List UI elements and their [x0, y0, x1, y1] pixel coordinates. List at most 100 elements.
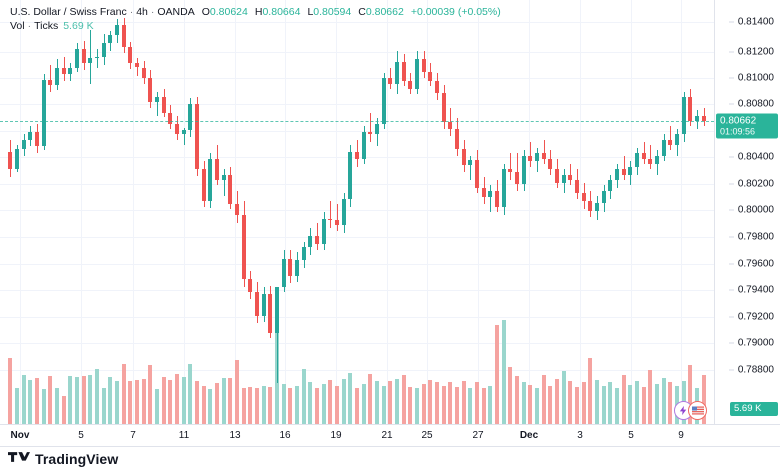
volume-bar: [442, 385, 446, 424]
candle-wick: [50, 64, 51, 92]
time-axis-tick: 25: [421, 430, 433, 441]
candle-body: [648, 158, 652, 164]
quote-low-value: 0.80594: [313, 6, 352, 18]
time-axis-tick: 13: [229, 430, 241, 441]
grid-line-horizontal: [0, 343, 714, 344]
candle-body: [215, 158, 219, 180]
volume-bar: [335, 385, 339, 424]
candle-body: [442, 92, 446, 123]
tradingview-mark-icon: [8, 452, 30, 462]
candle-body: [102, 43, 106, 57]
candle-body: [408, 80, 412, 89]
time-axis-tick: Nov: [10, 430, 30, 441]
volume-bar: [15, 388, 19, 424]
candle-body: [488, 190, 492, 198]
price-tick-mark: [728, 263, 734, 265]
quote-close: C0.80662: [358, 6, 404, 19]
volume-bar: [602, 385, 606, 424]
chart-plot-area[interactable]: [0, 0, 714, 424]
grid-line-vertical: [580, 0, 581, 424]
candle-body: [542, 153, 546, 159]
symbol-exchange[interactable]: OANDA: [157, 6, 195, 18]
grid-lines: [0, 0, 714, 424]
candle-body: [642, 153, 646, 159]
time-axis-tick: 9: [678, 430, 684, 441]
candle-body: [88, 58, 92, 64]
time-axis[interactable]: Nov 5 7 11 13 16 19 21 25 27 Dec 3 5 9: [0, 424, 780, 446]
volume-bar: [282, 384, 286, 424]
candle-body: [108, 35, 112, 44]
volume-bar: [22, 375, 26, 424]
price-axis[interactable]: 0.80662 01:09:56 5.69 K 0.81400 0.81200 0.…: [714, 0, 780, 424]
candle-body: [368, 131, 372, 135]
volume-bar: [155, 389, 159, 424]
time-axis-tick: 21: [381, 430, 393, 441]
candle-body: [568, 174, 572, 180]
volume-bar: [415, 388, 419, 424]
legend-symbol-row[interactable]: U.S. Dollar / Swiss Franc · 4h · OANDA O…: [10, 6, 501, 19]
volume-bar: [142, 378, 146, 424]
quote-open-label: O: [201, 6, 210, 18]
candle-wick: [624, 155, 625, 180]
volume-bar: [148, 365, 152, 424]
legend-volume-row[interactable]: Vol · Ticks 5.69 K: [10, 20, 501, 33]
candle-body: [62, 67, 66, 75]
candle-body: [268, 293, 272, 333]
volume-bar: [88, 375, 92, 424]
volume-bar: [82, 376, 86, 424]
candle-body: [575, 179, 579, 194]
volume-bar: [448, 382, 452, 424]
volume-bar: [548, 385, 552, 424]
candle-body: [482, 187, 486, 198]
volume-bar: [648, 370, 652, 424]
price-axis-tick: 0.81000: [728, 73, 774, 84]
us-flag-icon[interactable]: [688, 401, 707, 420]
current-price-badge: 0.80662 01:09:56: [716, 113, 778, 139]
price-axis-tick: 0.79200: [728, 312, 774, 323]
price-tick-mark: [728, 316, 734, 318]
price-axis-tick: 0.79000: [728, 338, 774, 349]
price-tick-mark: [728, 51, 734, 53]
volume-bar: [48, 376, 52, 424]
time-axis-tick: 27: [472, 430, 484, 441]
volume-bar: [488, 385, 492, 424]
candle-wick: [470, 155, 471, 180]
quote-high-value: 0.80664: [262, 6, 301, 18]
candle-body: [582, 193, 586, 202]
volume-bar: [642, 386, 646, 424]
volume-bar: [235, 359, 239, 424]
grid-line-vertical: [81, 0, 82, 424]
volume-bar: [595, 379, 599, 424]
volume-bar: [122, 364, 126, 424]
volume-bar: [575, 386, 579, 424]
volume-bar: [568, 380, 572, 424]
candle-body: [228, 174, 232, 205]
quote-change: +0.00039 (+0.05%): [410, 6, 501, 18]
candle-body: [395, 62, 399, 84]
price-tick-mark: [728, 236, 734, 238]
volume-bar: [635, 380, 639, 424]
candle-body: [502, 169, 506, 207]
price-axis-tick: 0.80400: [728, 152, 774, 163]
volume-study-value: 5.69 K: [63, 20, 94, 32]
candlestick-series: [8, 17, 706, 384]
candle-body: [95, 56, 99, 59]
volume-bar: [268, 386, 272, 424]
candle-body: [602, 190, 606, 203]
tradingview-wordmark: TradingView: [35, 450, 119, 467]
time-axis-tick: 5: [78, 430, 84, 441]
candle-body: [655, 155, 659, 164]
volume-bar: [128, 380, 132, 424]
volume-bar: [315, 387, 319, 424]
candle-body: [82, 48, 86, 64]
volume-bar: [195, 380, 199, 424]
volume-bar: [502, 320, 506, 424]
tradingview-logo[interactable]: TradingView: [8, 451, 118, 467]
price-axis-tick: 0.79800: [728, 232, 774, 243]
symbol-interval[interactable]: 4h: [136, 6, 148, 18]
corner-badges[interactable]: [674, 401, 707, 420]
current-price-line: [0, 120, 714, 122]
candle-body: [42, 79, 46, 147]
symbol-name[interactable]: U.S. Dollar / Swiss Franc: [10, 6, 127, 18]
